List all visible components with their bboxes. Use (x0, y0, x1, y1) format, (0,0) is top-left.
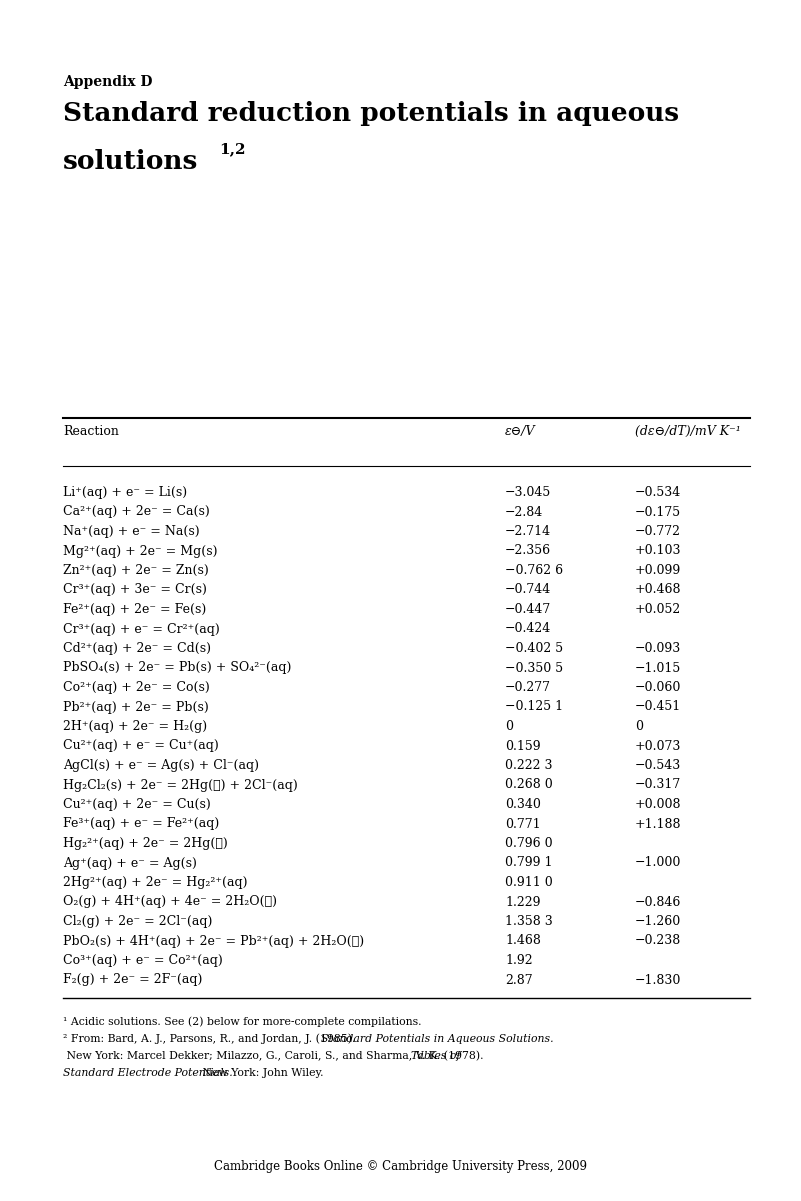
Text: Hg₂²⁺(aq) + 2e⁻ = 2Hg(ℓ): Hg₂²⁺(aq) + 2e⁻ = 2Hg(ℓ) (63, 837, 227, 850)
Text: Hg₂Cl₂(s) + 2e⁻ = 2Hg(ℓ) + 2Cl⁻(aq): Hg₂Cl₂(s) + 2e⁻ = 2Hg(ℓ) + 2Cl⁻(aq) (63, 778, 298, 791)
Text: −0.125 1: −0.125 1 (505, 700, 563, 713)
Text: −1.830: −1.830 (635, 974, 682, 986)
Text: Ca²⁺(aq) + 2e⁻ = Ca(s): Ca²⁺(aq) + 2e⁻ = Ca(s) (63, 506, 210, 519)
Text: Ag⁺(aq) + e⁻ = Ag(s): Ag⁺(aq) + e⁻ = Ag(s) (63, 856, 197, 870)
Text: Cd²⁺(aq) + 2e⁻ = Cd(s): Cd²⁺(aq) + 2e⁻ = Cd(s) (63, 643, 211, 655)
Text: solutions: solutions (63, 149, 199, 174)
Text: −2.356: −2.356 (505, 544, 551, 557)
Text: −0.238: −0.238 (635, 934, 681, 948)
Text: Na⁺(aq) + e⁻ = Na(s): Na⁺(aq) + e⁻ = Na(s) (63, 525, 199, 538)
Text: Cl₂(g) + 2e⁻ = 2Cl⁻(aq): Cl₂(g) + 2e⁻ = 2Cl⁻(aq) (63, 915, 212, 928)
Text: Standard reduction potentials in aqueous: Standard reduction potentials in aqueous (63, 101, 679, 126)
Text: 1.229: 1.229 (505, 896, 541, 908)
Text: −0.175: −0.175 (635, 506, 681, 519)
Text: O₂(g) + 4H⁺(aq) + 4e⁻ = 2H₂O(ℓ): O₂(g) + 4H⁺(aq) + 4e⁻ = 2H₂O(ℓ) (63, 896, 277, 908)
Text: +0.468: +0.468 (635, 584, 682, 597)
Text: −0.317: −0.317 (635, 778, 681, 791)
Text: −0.846: −0.846 (635, 896, 682, 908)
Text: −0.772: −0.772 (635, 525, 681, 538)
Text: Tables of: Tables of (412, 1051, 461, 1060)
Text: Fe³⁺(aq) + e⁻ = Fe²⁺(aq): Fe³⁺(aq) + e⁻ = Fe²⁺(aq) (63, 818, 219, 831)
Text: −1.015: −1.015 (635, 662, 681, 675)
Text: Fe²⁺(aq) + 2e⁻ = Fe(s): Fe²⁺(aq) + 2e⁻ = Fe(s) (63, 603, 206, 616)
Text: PbO₂(s) + 4H⁺(aq) + 2e⁻ = Pb²⁺(aq) + 2H₂O(ℓ): PbO₂(s) + 4H⁺(aq) + 2e⁻ = Pb²⁺(aq) + 2H₂… (63, 934, 364, 948)
Text: +1.188: +1.188 (635, 818, 682, 831)
Text: Cambridge Books Online © Cambridge University Press, 2009: Cambridge Books Online © Cambridge Unive… (214, 1160, 587, 1173)
Text: +0.008: +0.008 (635, 797, 682, 811)
Text: 1.358 3: 1.358 3 (505, 915, 553, 928)
Text: 0: 0 (505, 721, 513, 733)
Text: −0.093: −0.093 (635, 643, 681, 655)
Text: Pb²⁺(aq) + 2e⁻ = Pb(s): Pb²⁺(aq) + 2e⁻ = Pb(s) (63, 700, 209, 713)
Text: 1.92: 1.92 (505, 954, 533, 967)
Text: +0.073: +0.073 (635, 740, 682, 753)
Text: −0.060: −0.060 (635, 681, 682, 694)
Text: 0.771: 0.771 (505, 818, 541, 831)
Text: Cr³⁺(aq) + e⁻ = Cr²⁺(aq): Cr³⁺(aq) + e⁻ = Cr²⁺(aq) (63, 622, 219, 635)
Text: −2.84: −2.84 (505, 506, 543, 519)
Text: −2.714: −2.714 (505, 525, 551, 538)
Text: Li⁺(aq) + e⁻ = Li(s): Li⁺(aq) + e⁻ = Li(s) (63, 486, 187, 498)
Text: Cr³⁺(aq) + 3e⁻ = Cr(s): Cr³⁺(aq) + 3e⁻ = Cr(s) (63, 584, 207, 597)
Text: −1.260: −1.260 (635, 915, 681, 928)
Text: Cu²⁺(aq) + e⁻ = Cu⁺(aq): Cu²⁺(aq) + e⁻ = Cu⁺(aq) (63, 740, 219, 753)
Text: −0.277: −0.277 (505, 681, 551, 694)
Text: 0.159: 0.159 (505, 740, 541, 753)
Text: Reaction: Reaction (63, 425, 119, 438)
Text: Co³⁺(aq) + e⁻ = Co²⁺(aq): Co³⁺(aq) + e⁻ = Co²⁺(aq) (63, 954, 223, 967)
Text: −0.402 5: −0.402 5 (505, 643, 563, 655)
Text: −3.045: −3.045 (505, 486, 551, 498)
Text: ¹ Acidic solutions. See (2) below for more-complete compilations.: ¹ Acidic solutions. See (2) below for mo… (63, 1016, 421, 1027)
Text: −0.762 6: −0.762 6 (505, 564, 563, 576)
Text: Zn²⁺(aq) + 2e⁻ = Zn(s): Zn²⁺(aq) + 2e⁻ = Zn(s) (63, 564, 209, 576)
Text: 1.468: 1.468 (505, 934, 541, 948)
Text: 1,2: 1,2 (219, 142, 245, 156)
Text: 0.799 1: 0.799 1 (505, 856, 553, 870)
Text: −0.424: −0.424 (505, 622, 551, 635)
Text: −1.000: −1.000 (635, 856, 682, 870)
Text: 0.340: 0.340 (505, 797, 541, 811)
Text: F₂(g) + 2e⁻ = 2F⁻(aq): F₂(g) + 2e⁻ = 2F⁻(aq) (63, 974, 203, 986)
Text: 2H⁺(aq) + 2e⁻ = H₂(g): 2H⁺(aq) + 2e⁻ = H₂(g) (63, 721, 207, 733)
Text: New York: Marcel Dekker; Milazzo, G., Caroli, S., and Sharma, V. K. (1978).: New York: Marcel Dekker; Milazzo, G., Ca… (63, 1051, 487, 1062)
Text: −0.451: −0.451 (635, 700, 681, 713)
Text: ε⊖/V: ε⊖/V (505, 425, 536, 438)
Text: Mg²⁺(aq) + 2e⁻ = Mg(s): Mg²⁺(aq) + 2e⁻ = Mg(s) (63, 544, 218, 557)
Text: −0.350 5: −0.350 5 (505, 662, 563, 675)
Text: +0.103: +0.103 (635, 544, 682, 557)
Text: ² From: Bard, A. J., Parsons, R., and Jordan, J. (1985).: ² From: Bard, A. J., Parsons, R., and Jo… (63, 1034, 359, 1044)
Text: Appendix D: Appendix D (63, 74, 152, 89)
Text: 0: 0 (635, 721, 643, 733)
Text: Co²⁺(aq) + 2e⁻ = Co(s): Co²⁺(aq) + 2e⁻ = Co(s) (63, 681, 210, 694)
Text: 0.911 0: 0.911 0 (505, 876, 553, 889)
Text: Cu²⁺(aq) + 2e⁻ = Cu(s): Cu²⁺(aq) + 2e⁻ = Cu(s) (63, 797, 211, 811)
Text: 2Hg²⁺(aq) + 2e⁻ = Hg₂²⁺(aq): 2Hg²⁺(aq) + 2e⁻ = Hg₂²⁺(aq) (63, 876, 248, 889)
Text: 0.796 0: 0.796 0 (505, 837, 553, 850)
Text: −0.744: −0.744 (505, 584, 551, 597)
Text: +0.099: +0.099 (635, 564, 681, 576)
Text: −0.534: −0.534 (635, 486, 681, 498)
Text: Standard Potentials in Aqueous Solutions.: Standard Potentials in Aqueous Solutions… (321, 1034, 553, 1044)
Text: 0.268 0: 0.268 0 (505, 778, 553, 791)
Text: New York: John Wiley.: New York: John Wiley. (199, 1069, 324, 1078)
Text: (dε⊖/dT)/mV K⁻¹: (dε⊖/dT)/mV K⁻¹ (635, 425, 741, 438)
Text: Standard Electrode Potentials.: Standard Electrode Potentials. (63, 1069, 233, 1078)
Text: 0.222 3: 0.222 3 (505, 759, 553, 772)
Text: 2.87: 2.87 (505, 974, 533, 986)
Text: AgCl(s) + e⁻ = Ag(s) + Cl⁻(aq): AgCl(s) + e⁻ = Ag(s) + Cl⁻(aq) (63, 759, 259, 772)
Text: −0.543: −0.543 (635, 759, 681, 772)
Text: +0.052: +0.052 (635, 603, 681, 616)
Text: −0.447: −0.447 (505, 603, 551, 616)
Text: PbSO₄(s) + 2e⁻ = Pb(s) + SO₄²⁻(aq): PbSO₄(s) + 2e⁻ = Pb(s) + SO₄²⁻(aq) (63, 662, 292, 675)
